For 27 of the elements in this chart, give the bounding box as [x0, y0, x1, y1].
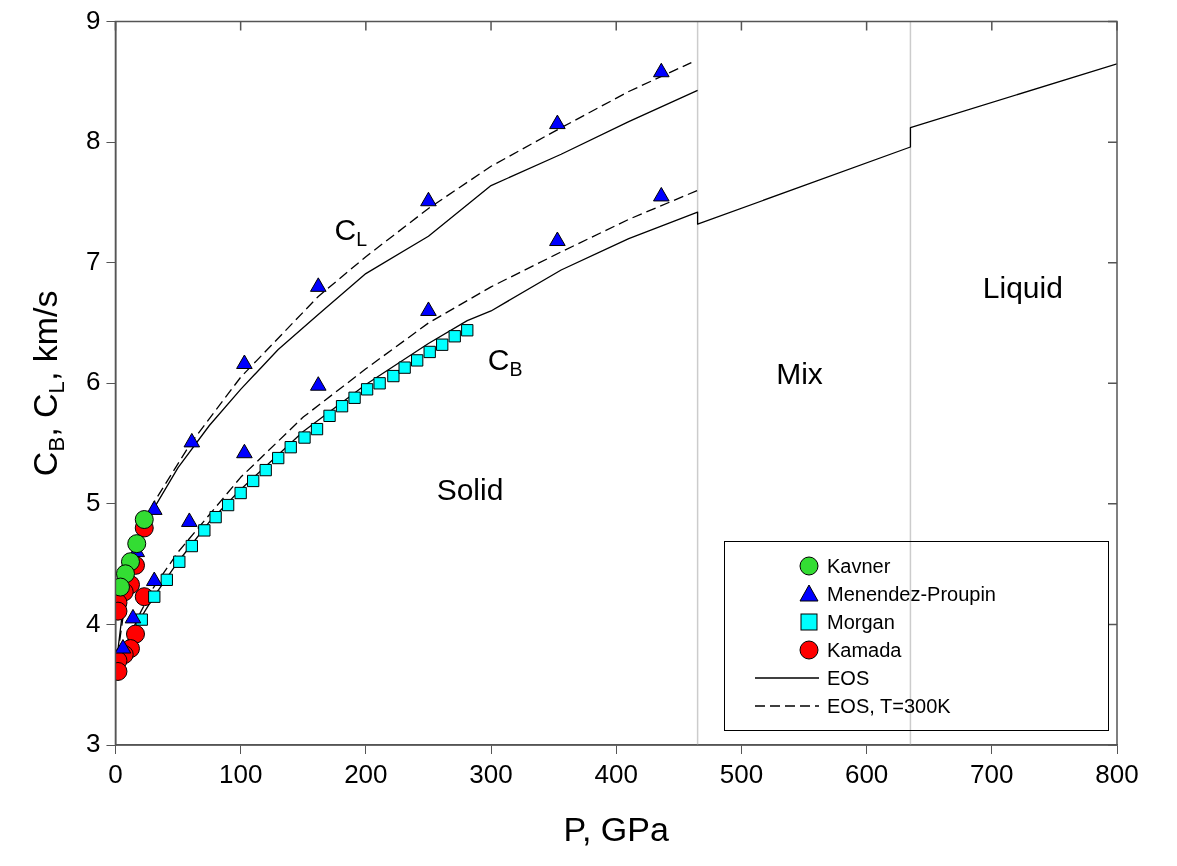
y-tick-label: 8 — [85, 125, 101, 156]
y-tick-label: 6 — [85, 366, 101, 397]
x-tick-label: 300 — [469, 758, 513, 789]
y-tick-label: 4 — [85, 607, 101, 638]
x-tick-label: 200 — [344, 758, 388, 789]
y-tick-label: 5 — [85, 487, 101, 518]
x-tick-label: 500 — [719, 758, 764, 789]
x-tick-label: 700 — [970, 758, 1014, 789]
annotation: Solid — [436, 473, 504, 507]
x-tick-label: 600 — [844, 758, 889, 789]
x-tick-label: 800 — [1095, 758, 1139, 789]
legend-label: Menendez-Proupin — [827, 582, 996, 606]
x-tick-label: 0 — [108, 758, 123, 789]
x-axis-title: P, GPa — [563, 809, 669, 848]
legend-label: EOS — [827, 666, 870, 690]
annotation: Mix — [776, 357, 823, 391]
legend-label: EOS, T=300K — [827, 694, 951, 718]
legend-label: Kavner — [827, 554, 891, 578]
legend-label: Morgan — [827, 610, 895, 634]
y-axis-title: CB, CL, km/s — [26, 290, 70, 477]
x-tick-label: 100 — [218, 758, 263, 789]
y-tick-label: 3 — [85, 728, 101, 759]
legend-label: Kamada — [827, 638, 902, 662]
annotation: Liquid — [982, 270, 1063, 304]
y-tick-label: 9 — [85, 4, 101, 35]
x-tick-label: 400 — [594, 758, 638, 789]
y-tick-label: 7 — [85, 245, 101, 276]
